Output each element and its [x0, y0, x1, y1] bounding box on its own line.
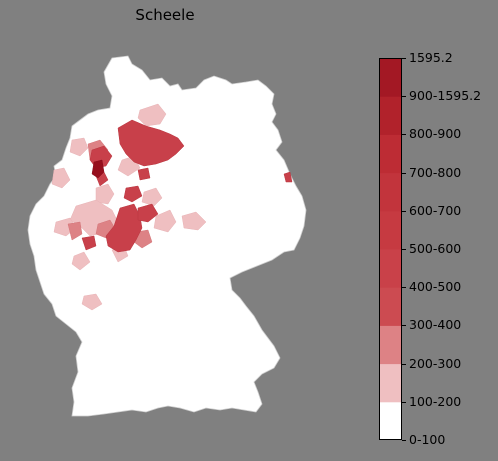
tick-mark [402, 401, 406, 403]
colorbar-segment [379, 210, 402, 250]
tick-mark [402, 96, 406, 98]
districts-100-200 [51, 103, 207, 311]
colorbar-segment [379, 172, 402, 212]
colorbar-segment [379, 325, 402, 365]
tick-label: 200-300 [409, 355, 462, 371]
colorbar-segment [379, 96, 402, 135]
tick-mark [402, 440, 406, 441]
tick-mark [402, 58, 406, 59]
colorbar-segment [379, 287, 402, 326]
tick-mark [402, 325, 406, 327]
colorbar-segment [379, 249, 402, 288]
tick-label: 300-400 [409, 317, 462, 333]
tick-label: 1595.2 [409, 50, 453, 65]
colorbar-segment [379, 363, 402, 403]
tick-mark [402, 210, 406, 212]
tick-label: 900-1595.2 [409, 88, 482, 104]
tick-label: 600-700 [409, 202, 462, 218]
colorbar-segment [379, 58, 402, 97]
colorbar-segment [379, 401, 402, 440]
colorbar-frame [379, 58, 402, 440]
tick-label: 800-900 [409, 126, 462, 142]
colorbar [379, 58, 402, 440]
tick-label: 100-200 [409, 393, 462, 409]
tick-mark [402, 249, 406, 250]
colorbar-segment [379, 134, 402, 174]
map-title: Scheele [135, 6, 195, 24]
tick-label: 700-800 [409, 164, 462, 180]
tick-mark [402, 134, 406, 136]
tick-label: 500-600 [409, 241, 462, 256]
colorbar-ticks: 1595.2 900-1595.2 800-900 700-800 600-700 500… [402, 50, 498, 447]
tick-mark [402, 172, 406, 174]
tick-label: 400-500 [409, 279, 462, 295]
tick-mark [402, 363, 406, 365]
tick-label: 0-100 [409, 432, 446, 447]
districts-300-900 [81, 119, 293, 253]
germany-outline [27, 55, 307, 417]
tick-mark [402, 287, 406, 289]
districts-1595 [91, 159, 105, 179]
